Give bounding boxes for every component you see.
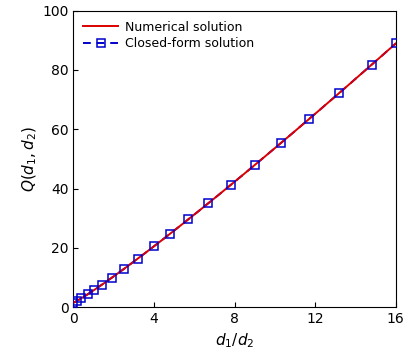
Numerical solution — [71, 300, 76, 305]
Closed-form solution — [307, 117, 312, 121]
Y-axis label: $Q(d_1,d_2)$: $Q(d_1,d_2)$ — [21, 126, 40, 192]
Numerical solution — [343, 86, 348, 90]
Closed-form solution — [393, 41, 398, 46]
Closed-form solution — [121, 267, 126, 271]
Line: Numerical solution: Numerical solution — [73, 43, 396, 303]
Legend: Numerical solution, Closed-form solution: Numerical solution, Closed-form solution — [80, 17, 257, 54]
Numerical solution — [263, 154, 268, 158]
Line: Closed-form solution: Closed-form solution — [70, 40, 399, 306]
Closed-form solution — [85, 292, 90, 297]
Closed-form solution — [91, 288, 96, 293]
Closed-form solution — [109, 276, 114, 280]
Closed-form solution — [279, 141, 284, 145]
Closed-form solution — [186, 217, 191, 221]
Numerical solution — [363, 68, 368, 72]
Closed-form solution — [99, 283, 104, 287]
Closed-form solution — [79, 296, 84, 300]
X-axis label: $d_1/d_2$: $d_1/d_2$ — [215, 331, 254, 350]
Closed-form solution — [168, 232, 173, 236]
Numerical solution — [262, 155, 267, 159]
Closed-form solution — [151, 244, 156, 249]
Closed-form solution — [75, 298, 80, 303]
Closed-form solution — [337, 91, 342, 95]
Closed-form solution — [252, 163, 257, 167]
Closed-form solution — [135, 256, 140, 261]
Numerical solution — [72, 300, 77, 304]
Closed-form solution — [71, 300, 76, 305]
Numerical solution — [268, 150, 273, 154]
Closed-form solution — [228, 183, 233, 187]
Numerical solution — [393, 41, 398, 46]
Closed-form solution — [206, 201, 211, 205]
Closed-form solution — [369, 63, 374, 67]
